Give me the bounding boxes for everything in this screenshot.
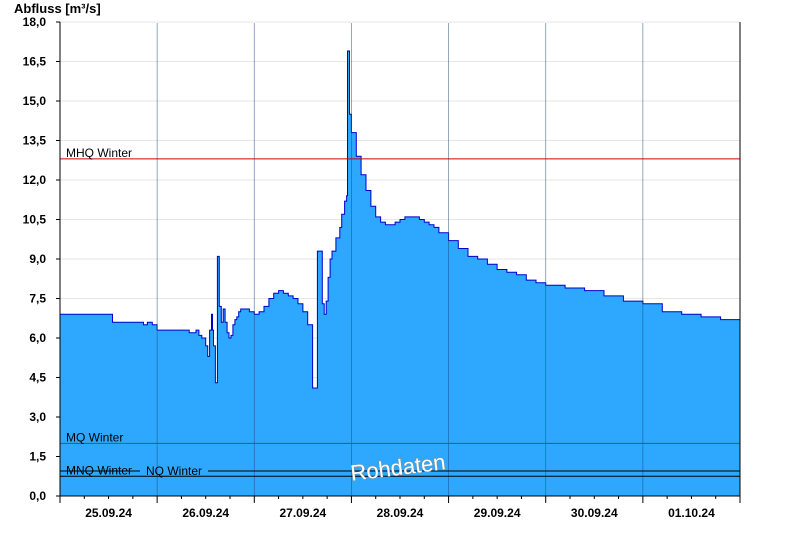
x-tick-label: 01.10.24 [668, 506, 715, 520]
x-tick-label: 29.09.24 [474, 506, 521, 520]
reference-line-label: MQ Winter [66, 430, 123, 444]
day-separators [156, 23, 644, 496]
y-tick-label: 0,0 [29, 489, 46, 503]
series-line [60, 50, 741, 389]
x-tick-label: 30.09.24 [571, 506, 618, 520]
y-tick-label: 10,5 [23, 213, 47, 227]
reference-line-label: NQ Winter [146, 464, 202, 478]
y-tick-label: 6,0 [29, 331, 46, 345]
y-tick-label: 7,5 [29, 292, 46, 306]
y-axis-label: Abfluss [m³/s] [14, 1, 101, 16]
series-area [60, 51, 740, 496]
y-tick-label: 3,0 [29, 410, 46, 424]
y-tick-label: 15,0 [23, 94, 47, 108]
reference-lines: MHQ Winter MQ Winter MNQ Winter NQ Winter [60, 146, 740, 478]
reference-line-label: MNQ Winter [66, 463, 132, 477]
y-tick-label: 13,5 [23, 134, 47, 148]
y-tick-label: 4,5 [29, 371, 46, 385]
data-series [60, 50, 741, 496]
reference-line-label: MHQ Winter [66, 146, 132, 160]
x-tick-label: 27.09.24 [279, 506, 326, 520]
x-tick-label: 26.09.24 [182, 506, 229, 520]
y-tick-label: 18,0 [23, 15, 47, 29]
y-tick-label: 16,5 [23, 55, 47, 69]
axes: 0,0 1,5 3,0 4,5 6,0 7,5 9,0 10,5 12,0 13,5 15,0 16,… [23, 15, 741, 520]
y-tick-label: 12,0 [23, 173, 47, 187]
y-tick-label: 1,5 [29, 450, 46, 464]
y-tick-label: 9,0 [29, 252, 46, 266]
x-tick-label: 25.09.24 [85, 506, 132, 520]
x-tick-label: 28.09.24 [377, 506, 424, 520]
